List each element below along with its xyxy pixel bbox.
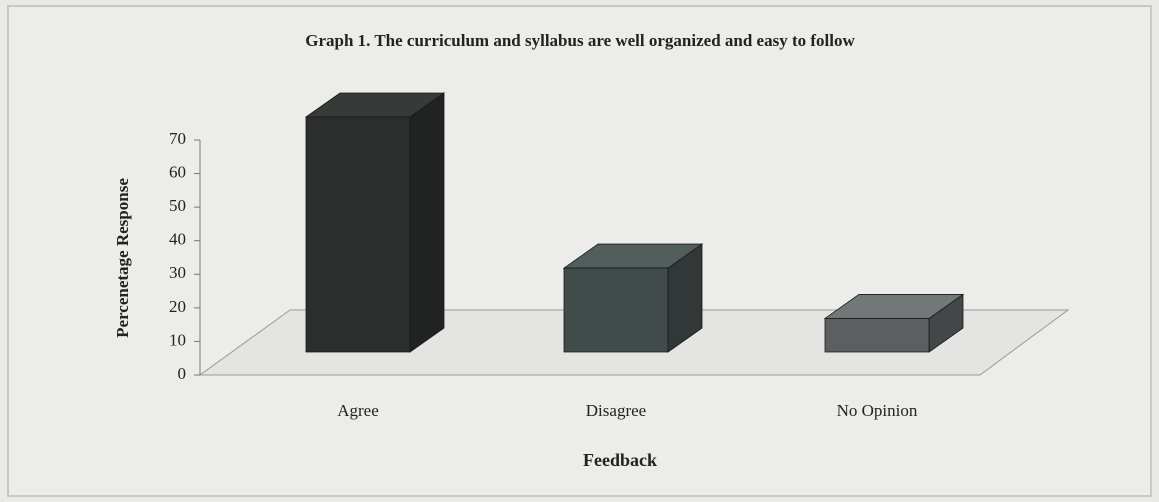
bar-front — [563, 267, 669, 353]
chart-title: Graph 1. The curriculum and syllabus are… — [305, 31, 855, 50]
bar — [304, 92, 446, 353]
y-tick-label: 40 — [169, 230, 186, 249]
y-tick-label: 10 — [169, 330, 186, 349]
x-axis-label: Feedback — [583, 450, 657, 470]
y-tick-label: 70 — [169, 129, 186, 148]
y-tick-label: 60 — [169, 162, 186, 181]
y-tick-label: 30 — [169, 263, 186, 282]
y-tick-label: 50 — [169, 196, 186, 215]
y-axis-label: Percenetage Response — [113, 178, 132, 338]
x-tick-label: No Opinion — [837, 401, 918, 420]
bar — [823, 293, 965, 353]
x-tick-label: Disagree — [586, 401, 646, 420]
bar-side — [409, 92, 445, 353]
y-tick-label: 20 — [169, 297, 186, 316]
bar — [562, 243, 704, 353]
chart-frame — [7, 5, 1152, 497]
bar-front — [305, 116, 411, 353]
bar-front — [824, 318, 930, 353]
y-tick-label: 0 — [178, 364, 187, 383]
x-tick-label: Agree — [337, 401, 379, 420]
